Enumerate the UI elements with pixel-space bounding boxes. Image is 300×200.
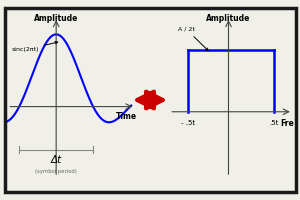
Text: A / 2t: A / 2t xyxy=(178,27,208,51)
Text: sinc(2πt): sinc(2πt) xyxy=(11,41,58,52)
Text: Δt: Δt xyxy=(50,155,62,165)
Text: Amplitude: Amplitude xyxy=(34,14,78,23)
Text: Time: Time xyxy=(116,112,137,121)
Text: Fre: Fre xyxy=(280,119,294,128)
Text: .5t: .5t xyxy=(269,120,278,126)
Text: (symbol period): (symbol period) xyxy=(35,169,77,174)
Text: Amplitude: Amplitude xyxy=(206,14,251,23)
Text: - .5t: - .5t xyxy=(181,120,195,126)
